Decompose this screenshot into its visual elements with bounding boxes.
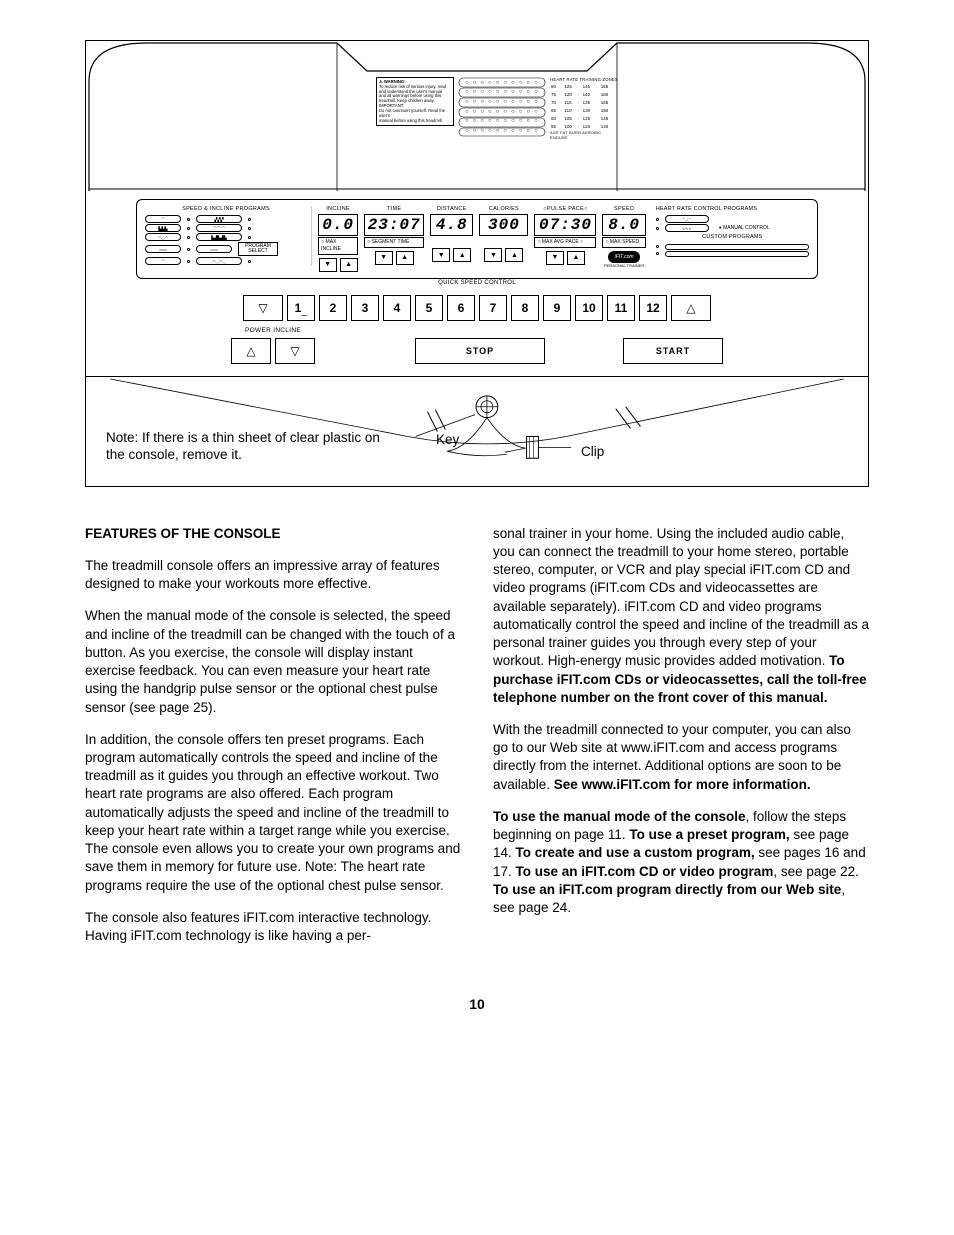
right-column: sonal trainer in your home. Using the in… [493, 525, 869, 945]
paragraph: In addition, the console offers ten pres… [85, 731, 461, 895]
speed-3-button[interactable]: 3 [351, 295, 379, 321]
incline-up-button[interactable]: ▲ [340, 258, 358, 272]
bottom-button-row: POWER INCLINE △ ▽ STOP START [136, 327, 818, 364]
speed-12-button[interactable]: 12 [639, 295, 667, 321]
cal-up-button[interactable]: ▲ [505, 248, 523, 262]
speed-5-button[interactable]: 5 [415, 295, 443, 321]
pulse-up-button[interactable]: ▲ [567, 251, 585, 265]
page-number: 10 [85, 995, 869, 1014]
clip-label: Clip [581, 443, 604, 461]
dist-up-button[interactable]: ▲ [453, 248, 471, 262]
speed-1-button[interactable]: 1— [287, 295, 315, 321]
key-label: Key [436, 431, 459, 449]
speed-4-button[interactable]: 4 [383, 295, 411, 321]
left-column: FEATURES OF THE CONSOLE The treadmill co… [85, 525, 461, 945]
incline-display: INCLINE 0.0 ○ MAX INCLINE ▼▲ [318, 206, 358, 272]
body-columns: FEATURES OF THE CONSOLE The treadmill co… [85, 525, 869, 945]
incline-down-main-button[interactable]: ▽ [275, 338, 315, 364]
pulse-down-button[interactable]: ▼ [546, 251, 564, 265]
incline-down-button[interactable]: ▼ [319, 258, 337, 272]
time-display: TIME 23:07 ○ SEGMENT TIME ▼▲ [364, 206, 424, 265]
paragraph: With the treadmill connected to your com… [493, 721, 869, 794]
led-matrix: /* draw 10 circles per row via repeating… [458, 77, 546, 137]
time-down-button[interactable]: ▼ [375, 251, 393, 265]
speed-2-button[interactable]: 2 [319, 295, 347, 321]
heart-rate-zones: HEART RATE TRAINING ZONES 80125145165 75… [550, 77, 618, 141]
paragraph: To use the manual mode of the console, f… [493, 808, 869, 917]
speed-increase-button[interactable]: △ [671, 295, 711, 321]
speed-11-button[interactable]: 11 [607, 295, 635, 321]
dist-down-button[interactable]: ▼ [432, 248, 450, 262]
quick-speed-label: QUICK SPEED CONTROL [136, 279, 818, 287]
speed-9-button[interactable]: 9 [543, 295, 571, 321]
paragraph: sonal trainer in your home. Using the in… [493, 525, 869, 707]
speed-incline-programs: SPEED & INCLINE PROGRAMS ⌒▞▞▞ ▙▙▙⌒⌒⌒ ◠◡◠… [145, 206, 312, 266]
start-button[interactable]: START [623, 338, 723, 364]
manual-control-label: ● MANUAL CONTROL [719, 225, 770, 232]
speed-6-button[interactable]: 6 [447, 295, 475, 321]
calories-display: CALORIES 300 ▼▲ [479, 206, 528, 262]
quick-speed-row: ▽ 1— 2 3 4 5 6 7 8 9 10 11 12 △ [136, 295, 818, 321]
program-select-button[interactable]: PROGRAM SELECT [238, 242, 278, 256]
paragraph: When the manual mode of the console is s… [85, 607, 461, 716]
right-programs: HEART RATE CONTROL PROGRAMS ⌃⌄⌃ ∿∿∿ ● MA… [652, 206, 809, 258]
distance-display: DISTANCE 4.8 ▼▲ [430, 206, 473, 262]
power-incline-label: POWER INCLINE [231, 327, 315, 336]
paragraph: The console also features iFIT.com inter… [85, 909, 461, 945]
plastic-note: Note: If there is a thin sheet of clear … [106, 429, 396, 464]
console-diagram: ⚠ WARNING: To reduce risk of serious inj… [85, 40, 869, 487]
incline-up-main-button[interactable]: △ [231, 338, 271, 364]
speed-decrease-button[interactable]: ▽ [243, 295, 283, 321]
speed-10-button[interactable]: 10 [575, 295, 603, 321]
speed-display: SPEED 8.0 ○ MAX SPEED iFIT.com PERSONAL … [602, 206, 645, 269]
section-heading: FEATURES OF THE CONSOLE [85, 525, 461, 543]
warning-box: ⚠ WARNING: To reduce risk of serious inj… [376, 77, 454, 126]
console-mid: SPEED & INCLINE PROGRAMS ⌒▞▞▞ ▙▙▙⌒⌒⌒ ◠◡◠… [86, 191, 868, 376]
stop-button[interactable]: STOP [415, 338, 545, 364]
time-up-button[interactable]: ▲ [396, 251, 414, 265]
pulse-pace-display: ○PULSE PACE○ 07:30 ○ MAX AVG PACE ○ ▼▲ [534, 206, 596, 265]
ifit-logo: iFIT.com [608, 251, 640, 263]
key-clip-section: Note: If there is a thin sheet of clear … [86, 376, 868, 486]
paragraph: The treadmill console offers an impressi… [85, 557, 461, 593]
console-top-outline: ⚠ WARNING: To reduce risk of serious inj… [86, 41, 868, 191]
display-panel: SPEED & INCLINE PROGRAMS ⌒▞▞▞ ▙▙▙⌒⌒⌒ ◠◡◠… [136, 199, 818, 279]
speed-8-button[interactable]: 8 [511, 295, 539, 321]
speed-7-button[interactable]: 7 [479, 295, 507, 321]
cal-down-button[interactable]: ▼ [484, 248, 502, 262]
